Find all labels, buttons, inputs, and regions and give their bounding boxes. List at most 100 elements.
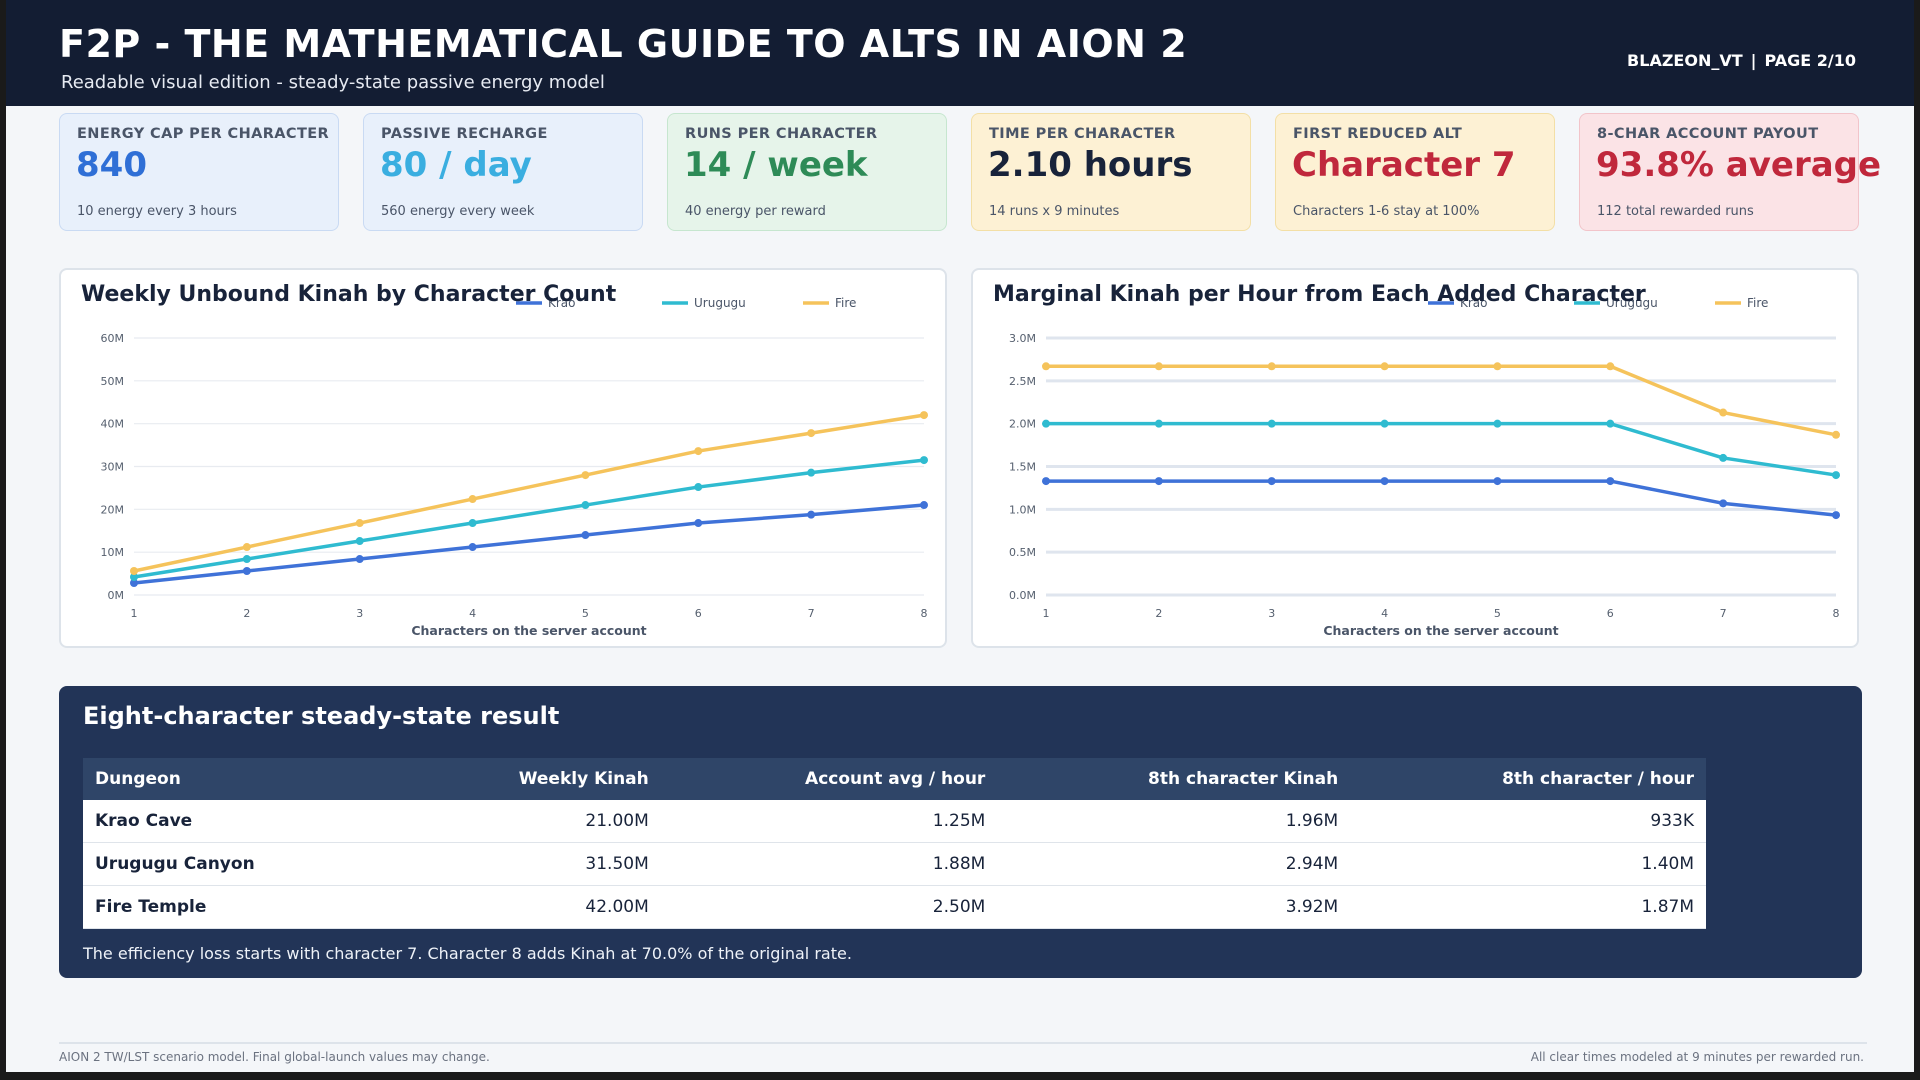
data-point xyxy=(355,555,364,564)
data-point xyxy=(1832,430,1840,439)
series-line-fire xyxy=(1046,364,1837,437)
result-note: The efficiency loss starts with characte… xyxy=(83,944,852,963)
data-point xyxy=(1380,477,1389,486)
weekly-kinah-chart-card: 0M 10M 20M 30M 40M 50M 60M 1 2 3 4 5 6 7 8 Characters o… xyxy=(59,268,947,648)
x-tick-label: 7 xyxy=(1720,607,1727,620)
kpi-label: ENERGY CAP PER CHARACTER xyxy=(77,126,330,142)
data-point xyxy=(807,429,816,438)
y-tick-label: 2.5M xyxy=(1009,375,1036,388)
x-tick-label: 4 xyxy=(1381,607,1388,620)
data-point xyxy=(1719,408,1728,417)
author-name: BLAZEON_VT xyxy=(1627,51,1743,70)
kpi-card-energy-cap: ENERGY CAP PER CHARACTER 840 10 energy e… xyxy=(59,113,339,231)
x-tick-label: 2 xyxy=(243,607,250,620)
data-point xyxy=(807,510,816,519)
data-point xyxy=(1832,511,1840,520)
data-point xyxy=(1042,477,1050,486)
data-point xyxy=(920,456,928,465)
data-point xyxy=(1267,362,1276,371)
data-point xyxy=(581,501,590,510)
table-cell: Krao Cave xyxy=(83,800,407,843)
footer-note-right: All clear times modeled at 9 minutes per… xyxy=(1530,1050,1864,1064)
legend-label: Urugugu xyxy=(694,296,746,310)
data-point xyxy=(130,567,138,576)
kpi-label: PASSIVE RECHARGE xyxy=(381,126,548,142)
data-point xyxy=(468,543,477,552)
x-tick-label: 6 xyxy=(1607,607,1614,620)
kpi-row: ENERGY CAP PER CHARACTER 840 10 energy e… xyxy=(59,113,1881,233)
data-point xyxy=(694,447,703,456)
x-tick-label: 3 xyxy=(1268,607,1275,620)
kpi-card-first-reduced-alt: FIRST REDUCED ALT Character 7 Characters… xyxy=(1275,113,1555,231)
data-point xyxy=(1719,453,1728,462)
x-tick-label: 1 xyxy=(131,607,138,620)
marginal-kinah-chart-card: 0.0M 0.5M 1.0M 1.5M 2.0M 2.5M 3.0M 1 2 3 4 5 6 7 8 Char… xyxy=(971,268,1859,648)
data-point xyxy=(1154,419,1163,428)
series-line-krao xyxy=(1046,479,1837,517)
data-point xyxy=(1493,477,1502,486)
kpi-note: 112 total rewarded runs xyxy=(1597,204,1754,219)
y-tick-label: 30M xyxy=(101,461,125,474)
kpi-note: 14 runs x 9 minutes xyxy=(989,204,1120,219)
result-panel: Eight-character steady-state result Dung… xyxy=(59,686,1862,978)
y-tick-label: 10M xyxy=(101,546,125,559)
table-row: Urugugu Canyon 31.50M 1.88M 2.94M 1.40M xyxy=(83,842,1706,886)
data-point xyxy=(130,573,138,582)
table-cell: 1.40M xyxy=(1350,842,1706,886)
x-tick-label: 4 xyxy=(469,607,476,620)
data-point xyxy=(1606,419,1615,428)
data-point xyxy=(468,495,477,504)
table-cell: 933K xyxy=(1350,800,1706,843)
result-table: Dungeon Weekly Kinah Account avg / hour … xyxy=(83,758,1706,929)
y-tick-label: 0.5M xyxy=(1009,546,1036,559)
data-point xyxy=(920,411,928,420)
table-cell: 1.88M xyxy=(660,842,998,886)
legend-label: Fire xyxy=(1747,296,1768,310)
table-cell: 1.96M xyxy=(997,800,1351,843)
data-point xyxy=(355,519,364,528)
table-cell: 21.00M xyxy=(407,800,661,843)
table-cell: 1.25M xyxy=(660,800,998,843)
data-point xyxy=(242,567,251,576)
table-cell: 3.92M xyxy=(997,885,1351,929)
x-tick-label: 2 xyxy=(1155,607,1162,620)
data-point xyxy=(355,537,364,546)
marginal-kinah-chart: 0.0M 0.5M 1.0M 1.5M 2.0M 2.5M 3.0M 1 2 3 4 5 6 7 8 Char… xyxy=(1009,296,1840,638)
data-point xyxy=(1719,499,1728,508)
y-tick-label: 3.0M xyxy=(1009,332,1036,345)
x-tick-label: 6 xyxy=(695,607,702,620)
data-point xyxy=(1042,362,1050,371)
y-tick-label: 40M xyxy=(101,418,125,431)
legend-label: Fire xyxy=(835,296,856,310)
kpi-label: FIRST REDUCED ALT xyxy=(1293,126,1463,142)
data-point xyxy=(1606,362,1615,371)
data-point xyxy=(1042,419,1050,428)
kpi-label: 8-CHAR ACCOUNT PAYOUT xyxy=(1597,126,1819,142)
x-tick-label: 1 xyxy=(1043,607,1050,620)
x-tick-label: 5 xyxy=(1494,607,1501,620)
weekly-kinah-chart: 0M 10M 20M 30M 40M 50M 60M 1 2 3 4 5 6 7 8 Characters o… xyxy=(101,296,928,638)
x-tick-label: 5 xyxy=(582,607,589,620)
meta-separator: | xyxy=(1750,51,1757,70)
series-line-krao xyxy=(133,503,925,585)
chart-title: Weekly Unbound Kinah by Character Count xyxy=(81,282,617,307)
kpi-card-runs-per-character: RUNS PER CHARACTER 14 / week 40 energy p… xyxy=(667,113,947,231)
data-point xyxy=(694,519,703,528)
table-header-row: Dungeon Weekly Kinah Account avg / hour … xyxy=(83,758,1706,800)
kpi-note: Characters 1-6 stay at 100% xyxy=(1293,204,1480,219)
y-tick-label: 0M xyxy=(108,589,125,602)
x-axis-label: Characters on the server account xyxy=(1323,623,1558,638)
y-tick-label: 2.0M xyxy=(1009,418,1036,431)
kpi-card-time-per-character: TIME PER CHARACTER 2.10 hours 14 runs x … xyxy=(971,113,1251,231)
data-point xyxy=(1380,419,1389,428)
data-point xyxy=(1606,477,1615,486)
data-point xyxy=(581,531,590,540)
legend-label: Krao xyxy=(1460,296,1488,310)
x-axis-label: Characters on the server account xyxy=(411,623,646,638)
guide-page: F2P - THE MATHEMATICAL GUIDE TO ALTS IN … xyxy=(6,0,1914,1072)
header-meta: BLAZEON_VT | PAGE 2/10 xyxy=(1627,51,1856,70)
x-tick-label: 8 xyxy=(1833,607,1840,620)
column-header: Account avg / hour xyxy=(660,758,998,800)
data-point xyxy=(807,468,816,477)
data-point xyxy=(468,519,477,528)
